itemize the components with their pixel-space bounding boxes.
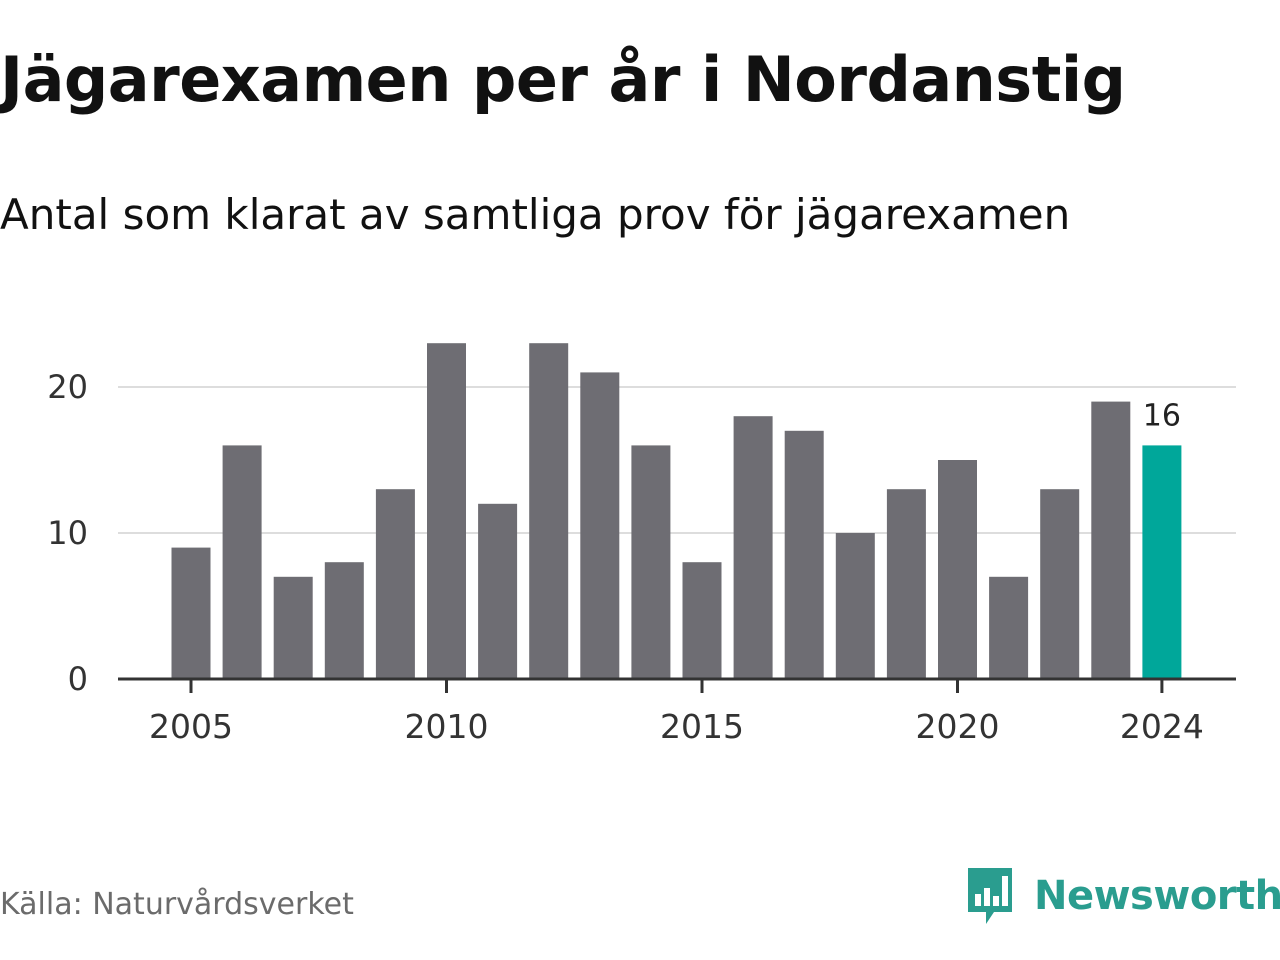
bar-2012 <box>529 343 568 679</box>
y-tick-labels: 0 10 20 <box>47 368 88 698</box>
x-tick-label-2010: 2010 <box>405 707 489 746</box>
x-tick-label-2024: 2024 <box>1120 707 1204 746</box>
bar-2014 <box>631 445 670 679</box>
newsworthy-logo-icon <box>964 864 1016 928</box>
x-tick-label-2015: 2015 <box>660 707 744 746</box>
bar-2023 <box>1091 402 1130 679</box>
brand-name: Newsworthy <box>1034 873 1280 919</box>
y-tick-label-20: 20 <box>47 368 88 406</box>
bar-2018 <box>836 533 875 679</box>
bar-2009 <box>376 489 415 679</box>
annotations: 16 <box>1143 398 1181 433</box>
bar-2022 <box>1040 489 1079 679</box>
y-tick-label-10: 10 <box>47 514 88 552</box>
bar-2015 <box>683 562 722 679</box>
source-note: Källa: Naturvårdsverket <box>0 885 354 925</box>
bars <box>172 343 1182 679</box>
bar-2013 <box>580 372 619 679</box>
bar-2020 <box>938 460 977 679</box>
bar-2006 <box>223 445 262 679</box>
y-tick-label-0: 0 <box>68 660 88 698</box>
bar-2024 <box>1142 445 1181 679</box>
x-tick-label-2005: 2005 <box>149 707 233 746</box>
bar-chart: 0 10 20 2005 2010 2015 2020 2024 16 <box>0 0 1280 800</box>
brand-logo: Newsworthy <box>964 864 1280 928</box>
bar-2005 <box>172 548 211 679</box>
x-axis: 2005 2010 2015 2020 2024 <box>118 679 1236 746</box>
bar-2007 <box>274 577 313 679</box>
bar-2019 <box>887 489 926 679</box>
bar-2010 <box>427 343 466 679</box>
bar-2008 <box>325 562 364 679</box>
bar-2017 <box>785 431 824 679</box>
data-label-2024: 16 <box>1143 398 1181 433</box>
bar-2021 <box>989 577 1028 679</box>
x-tick-label-2020: 2020 <box>916 707 1000 746</box>
bar-2011 <box>478 504 517 679</box>
bar-2016 <box>734 416 773 679</box>
